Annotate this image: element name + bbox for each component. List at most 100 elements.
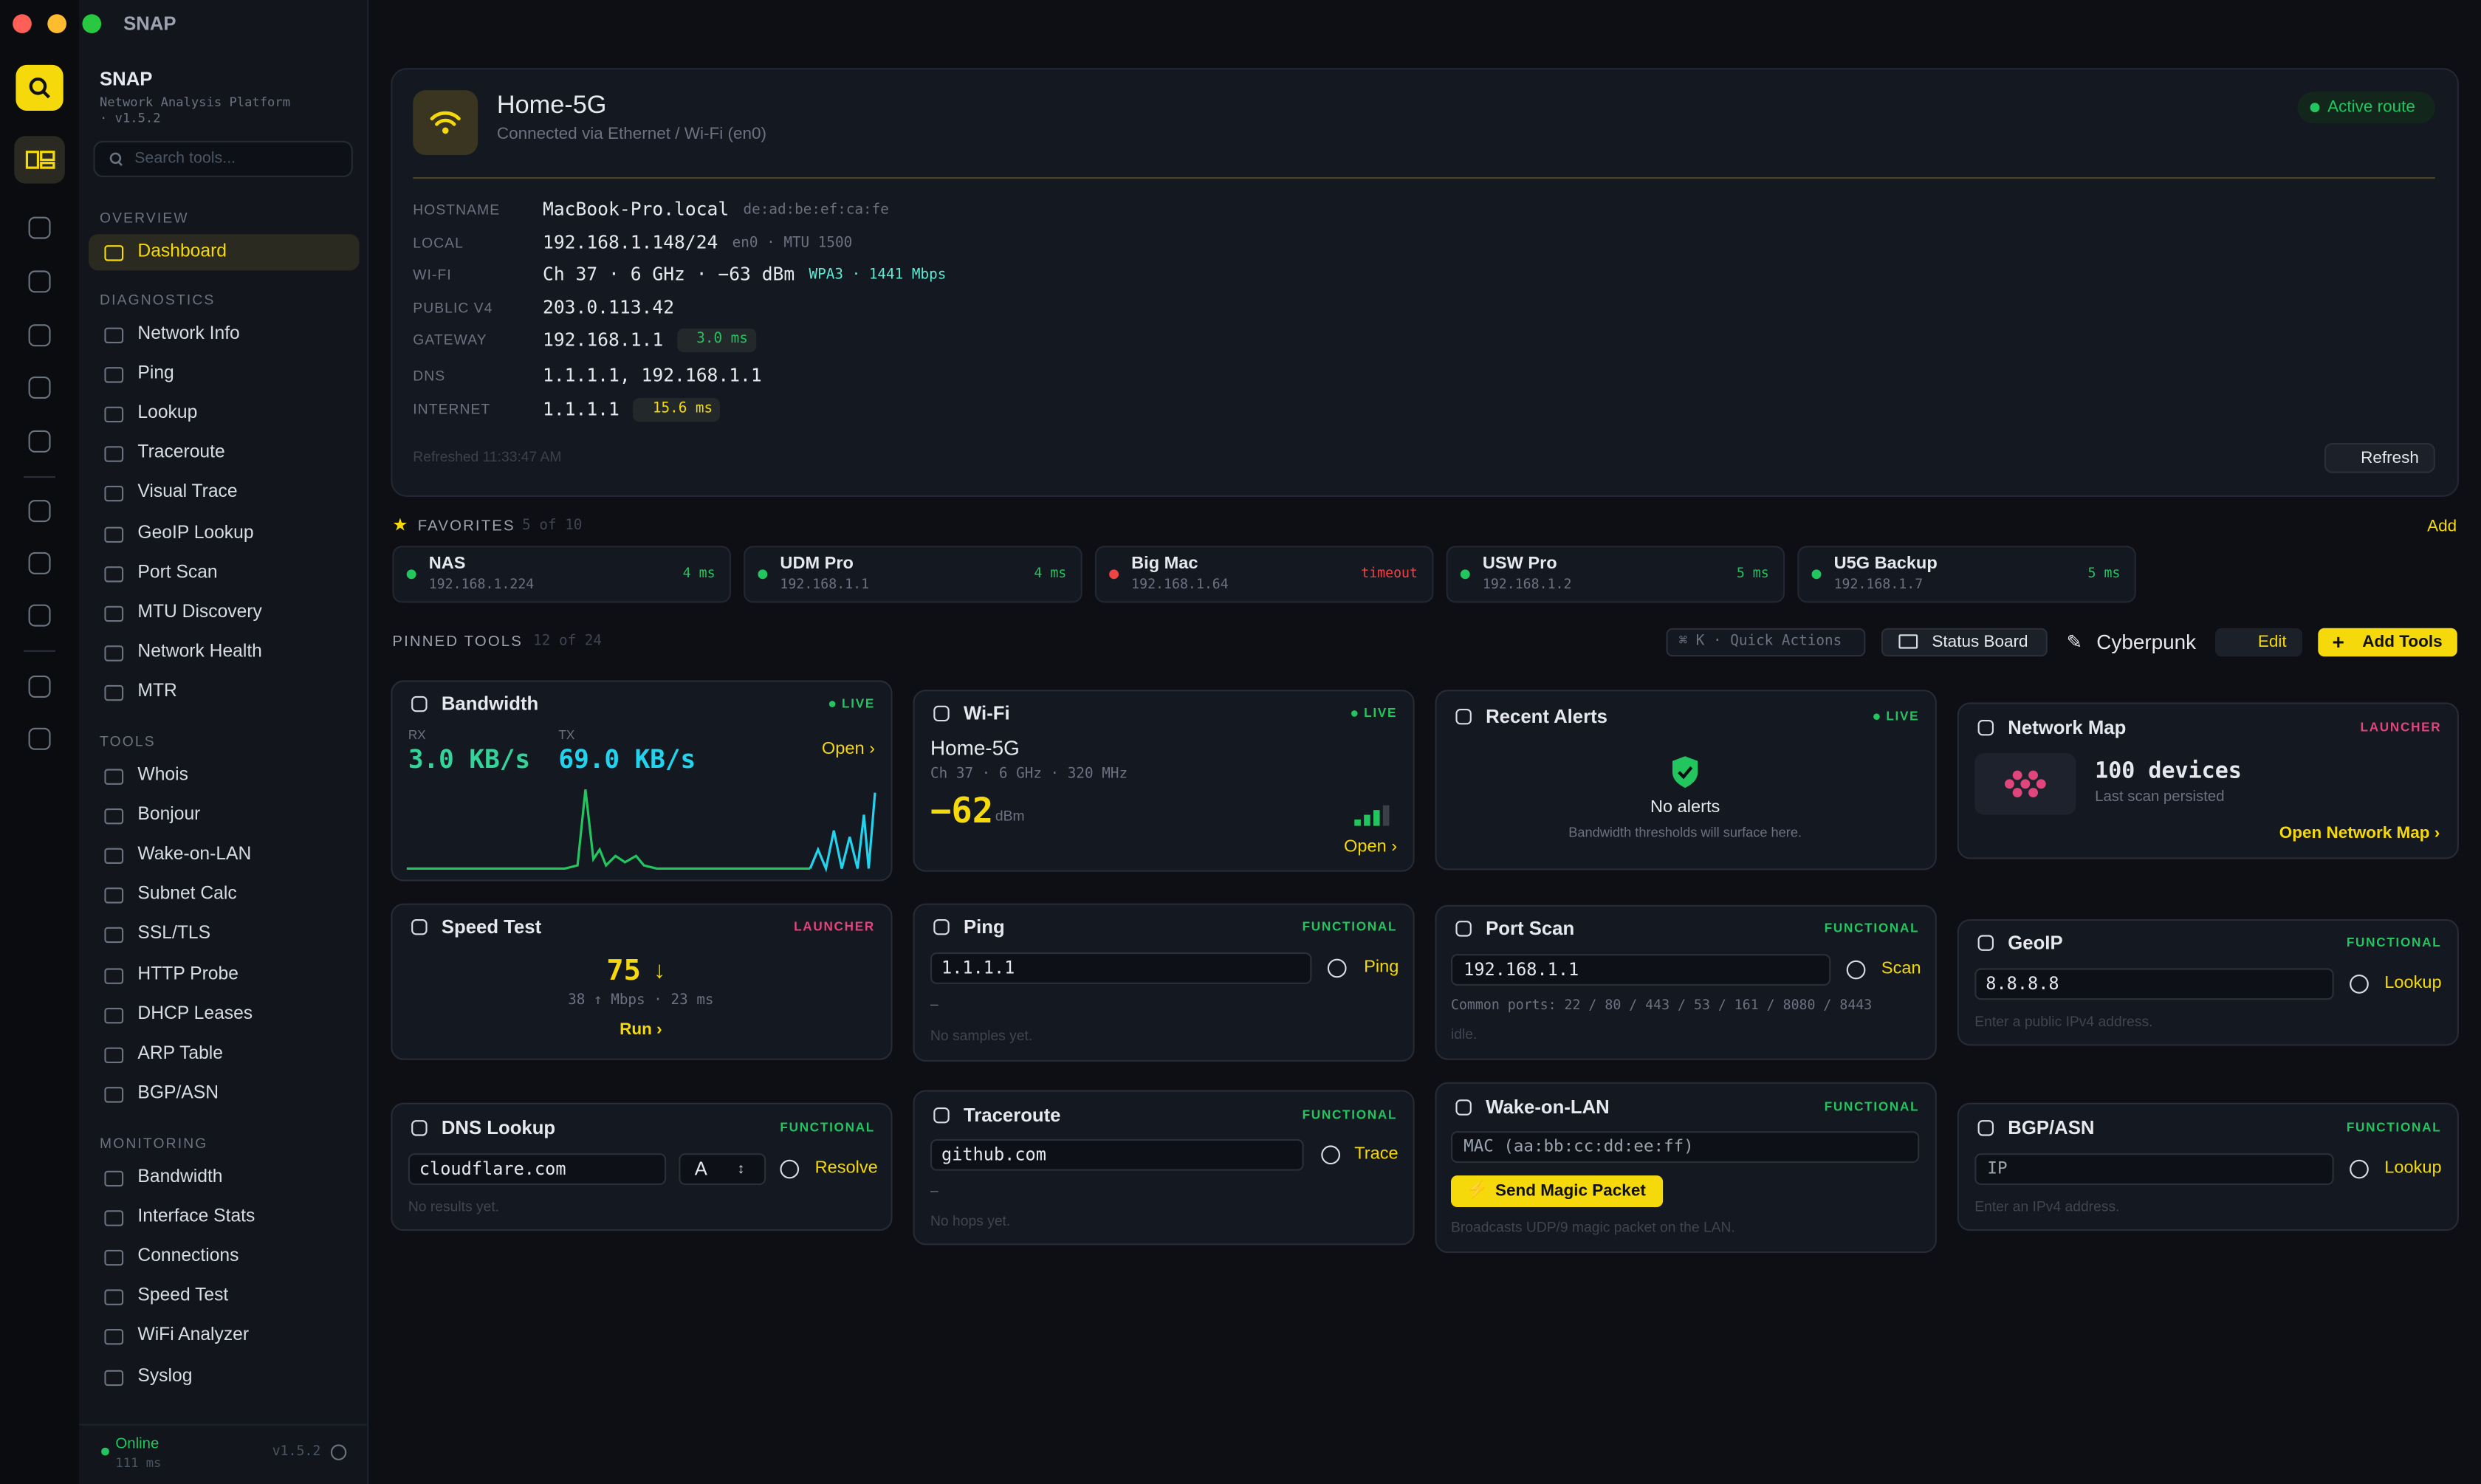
rail-icon[interactable] bbox=[28, 216, 51, 239]
mac-placeholder[interactable]: MAC (aa:bb:cc:dd:ee:ff) bbox=[1463, 1137, 1694, 1156]
favorite-ip: 192.168.1.224 bbox=[428, 577, 535, 594]
edit-button[interactable] bbox=[2215, 628, 2302, 657]
history-icon[interactable] bbox=[1327, 958, 1347, 978]
rail-icon[interactable] bbox=[28, 270, 51, 293]
nav-item[interactable]: ARP Table bbox=[137, 1043, 223, 1063]
rail-icon[interactable] bbox=[28, 727, 51, 750]
favorite-card[interactable] bbox=[744, 546, 1082, 603]
lookup-button[interactable]: Lookup bbox=[2384, 973, 2442, 993]
ping-button[interactable]: Ping bbox=[1364, 958, 1399, 978]
rail-icon[interactable] bbox=[28, 376, 51, 399]
rail-icon[interactable] bbox=[28, 604, 51, 627]
trace-button[interactable]: Trace bbox=[1354, 1144, 1399, 1164]
scan-button[interactable]: Scan bbox=[1881, 959, 1921, 979]
add-favorite[interactable]: Add bbox=[2427, 517, 2457, 536]
nav-item[interactable]: Interface Stats bbox=[137, 1207, 255, 1227]
text-input[interactable] bbox=[1450, 1131, 1920, 1163]
favorite-card[interactable] bbox=[1094, 546, 1434, 603]
quick-actions-button[interactable] bbox=[1666, 628, 1866, 657]
nav-item[interactable]: Connections bbox=[137, 1247, 239, 1266]
favorite-ip: 192.168.1.64 bbox=[1131, 577, 1229, 594]
ports-hint: Common ports: 22 / 80 / 443 / 53 / 161 /… bbox=[1450, 997, 1873, 1014]
record-select[interactable] bbox=[679, 1153, 766, 1185]
nav-item[interactable]: Ping bbox=[137, 364, 174, 383]
text-input[interactable] bbox=[1974, 968, 2334, 1000]
nav-item[interactable]: Visual Trace bbox=[137, 483, 238, 503]
rail-icon[interactable] bbox=[28, 500, 51, 523]
nav-item[interactable]: Network Health bbox=[137, 642, 262, 662]
text-input[interactable] bbox=[408, 1153, 667, 1185]
hint: Broadcasts UDP/9 magic packet on the LAN… bbox=[1450, 1219, 1735, 1235]
rail-icon[interactable] bbox=[28, 676, 51, 698]
theme[interactable]: Cyberpunk bbox=[2096, 630, 2197, 654]
resolve-button[interactable]: Resolve bbox=[814, 1158, 878, 1178]
nav-item[interactable]: DHCP Leases bbox=[137, 1004, 253, 1023]
nav-item[interactable]: Syslog bbox=[137, 1366, 193, 1386]
open-link[interactable]: Open › bbox=[1344, 837, 1398, 857]
status-dot bbox=[1109, 569, 1119, 580]
send-label[interactable]: Send Magic Packet bbox=[1495, 1181, 1646, 1200]
row-extra: WPA3 · 1441 Mbps bbox=[809, 267, 947, 283]
rail-icon[interactable] bbox=[28, 430, 51, 453]
history-icon[interactable] bbox=[1846, 960, 1866, 980]
nav-item[interactable]: Speed Test bbox=[137, 1286, 229, 1306]
lookup-button[interactable]: Lookup bbox=[2384, 1158, 2442, 1178]
status-board[interactable]: Status Board bbox=[1932, 632, 2028, 652]
refresh-button[interactable] bbox=[2324, 443, 2435, 473]
favorite-card[interactable] bbox=[392, 546, 731, 603]
send-button[interactable] bbox=[1450, 1175, 1664, 1207]
status-dot bbox=[1873, 713, 1880, 720]
favorite-card[interactable] bbox=[1446, 546, 1785, 603]
nav-item[interactable]: Port Scan bbox=[137, 563, 218, 582]
status-dot bbox=[1460, 569, 1470, 580]
nav-item[interactable]: MTU Discovery bbox=[137, 602, 262, 622]
nav-item[interactable]: Wake-on-LAN bbox=[137, 845, 252, 865]
nav-item[interactable]: Bandwidth bbox=[137, 1167, 223, 1187]
nav-item[interactable]: Bonjour bbox=[137, 805, 201, 825]
text-input[interactable] bbox=[1974, 1153, 2334, 1185]
nav-item[interactable]: GeoIP Lookup bbox=[137, 523, 254, 543]
nav-item[interactable]: Network Info bbox=[137, 324, 240, 344]
rail-separator bbox=[24, 476, 55, 478]
nav-item[interactable]: SSL/TLS bbox=[137, 924, 211, 944]
add-tools[interactable]: Add Tools bbox=[2362, 632, 2443, 652]
nav-icon bbox=[104, 605, 124, 622]
card-icon bbox=[411, 695, 428, 712]
card-badge: FUNCTIONAL bbox=[1302, 1107, 1398, 1122]
history-icon[interactable] bbox=[780, 1159, 800, 1179]
text-input[interactable] bbox=[930, 1138, 1304, 1171]
dashboard-rail-button[interactable] bbox=[14, 136, 65, 184]
rail-icon[interactable] bbox=[28, 552, 51, 574]
text-input[interactable] bbox=[930, 952, 1312, 984]
nav-item[interactable]: Dashboard bbox=[137, 242, 227, 261]
nav-item[interactable]: Whois bbox=[137, 766, 188, 786]
nav-item[interactable]: MTR bbox=[137, 681, 177, 701]
nav-item[interactable]: BGP/ASN bbox=[137, 1083, 219, 1103]
refresh-label[interactable]: Refresh bbox=[2361, 448, 2419, 468]
nav-item[interactable]: Subnet Calc bbox=[137, 884, 237, 904]
text-input[interactable] bbox=[1450, 954, 1831, 986]
search-rail-button[interactable] bbox=[16, 64, 64, 111]
wol-card bbox=[1435, 1082, 1937, 1254]
record-type[interactable]: A bbox=[694, 1158, 707, 1181]
favorite-card[interactable] bbox=[1797, 546, 2136, 603]
nav-item[interactable]: Lookup bbox=[137, 404, 198, 423]
nav-icon bbox=[104, 1369, 124, 1386]
search-placeholder[interactable]: Search tools... bbox=[134, 150, 236, 168]
history-icon[interactable] bbox=[2350, 1159, 2369, 1179]
history-icon[interactable] bbox=[2350, 975, 2369, 994]
history-icon[interactable] bbox=[1321, 1145, 1340, 1165]
open-map[interactable]: Open Network Map › bbox=[2279, 823, 2440, 843]
nav-item[interactable]: HTTP Probe bbox=[137, 964, 239, 984]
info-icon[interactable] bbox=[330, 1444, 347, 1460]
rail-icon[interactable] bbox=[28, 324, 51, 347]
status-board-button[interactable] bbox=[1881, 628, 2048, 657]
add-tools-button[interactable] bbox=[2318, 628, 2457, 657]
quick-actions[interactable]: ⌘ K · Quick Actions bbox=[1678, 633, 1842, 650]
open-link[interactable]: Open › bbox=[821, 739, 875, 759]
nav-item[interactable]: WiFi Analyzer bbox=[137, 1326, 250, 1346]
nav-item[interactable]: Traceroute bbox=[137, 443, 225, 463]
ip-placeholder[interactable]: IP bbox=[1987, 1159, 2008, 1178]
search-box[interactable] bbox=[93, 140, 353, 177]
edit[interactable]: Edit bbox=[2257, 632, 2287, 652]
